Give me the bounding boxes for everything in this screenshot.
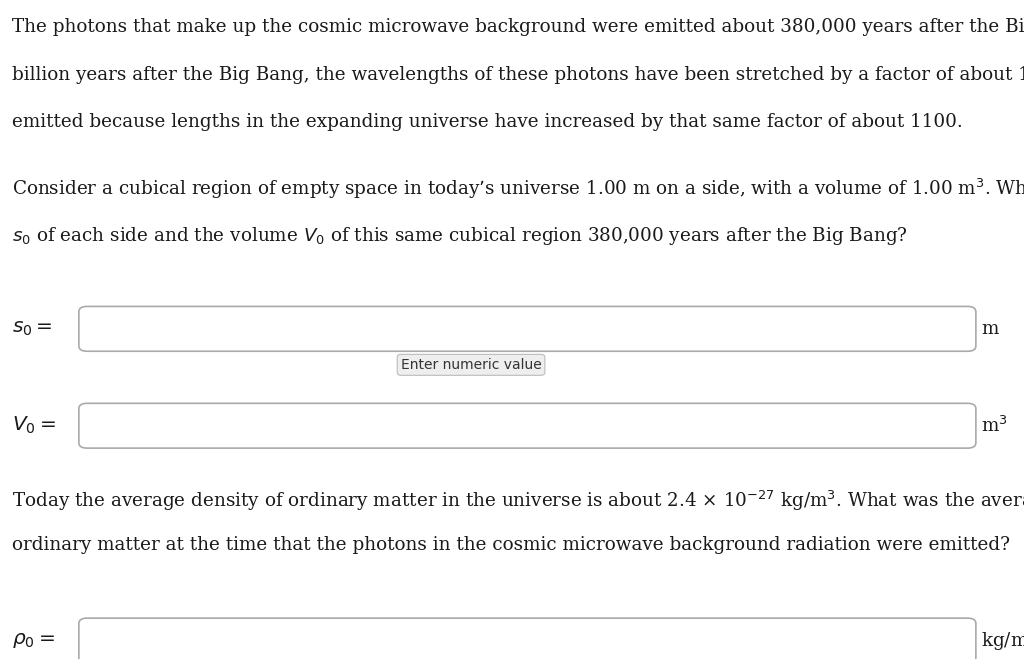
Text: $V_0 =$: $V_0 =$ xyxy=(12,415,56,436)
Text: Today the average density of ordinary matter in the universe is about 2.4 × 10$^: Today the average density of ordinary ma… xyxy=(12,489,1024,513)
Text: $s_0 =$: $s_0 =$ xyxy=(12,320,53,338)
Text: emitted because lengths in the expanding universe have increased by that same fa: emitted because lengths in the expanding… xyxy=(12,113,963,131)
Text: kg/m$^3$: kg/m$^3$ xyxy=(981,629,1024,652)
Text: ordinary matter at the time that the photons in the cosmic microwave background : ordinary matter at the time that the pho… xyxy=(12,536,1011,554)
Text: $\rho_0 =$: $\rho_0 =$ xyxy=(12,631,55,650)
Text: m: m xyxy=(981,320,998,338)
Text: m$^3$: m$^3$ xyxy=(981,416,1008,436)
Text: The photons that make up the cosmic microwave background were emitted about 380,: The photons that make up the cosmic micr… xyxy=(12,18,1024,36)
Text: Consider a cubical region of empty space in today’s universe 1.00 m on a side, w: Consider a cubical region of empty space… xyxy=(12,177,1024,202)
Text: Enter numeric value: Enter numeric value xyxy=(400,358,542,372)
FancyBboxPatch shape xyxy=(79,306,976,351)
Text: $s_0$ of each side and the volume $V_0$ of this same cubical region 380,000 year: $s_0$ of each side and the volume $V_0$ … xyxy=(12,225,908,246)
FancyBboxPatch shape xyxy=(79,618,976,659)
FancyBboxPatch shape xyxy=(79,403,976,448)
Text: billion years after the Big Bang, the wavelengths of these photons have been str: billion years after the Big Bang, the wa… xyxy=(12,66,1024,84)
